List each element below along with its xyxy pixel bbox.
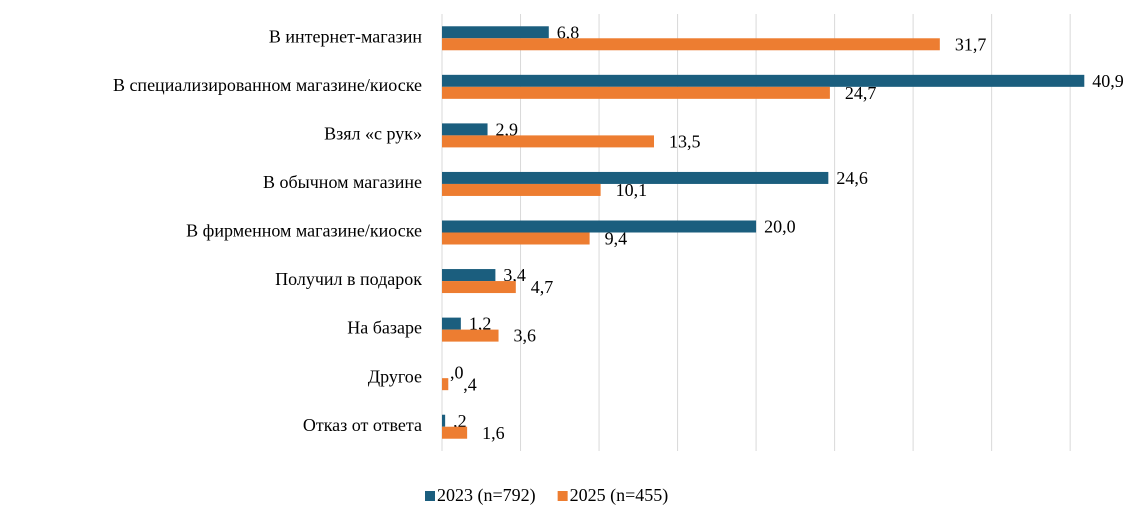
data-label: 9,4 [605, 229, 628, 249]
y-tick-label: Отказ от ответа [303, 415, 422, 435]
bar [442, 378, 449, 391]
bar [442, 281, 516, 294]
data-label: 3,6 [514, 326, 537, 346]
data-label: 3,4 [503, 265, 526, 285]
data-label: 4,7 [531, 277, 554, 297]
bar [442, 171, 829, 184]
bar [442, 414, 446, 427]
bar [442, 86, 830, 99]
bar [442, 220, 757, 233]
legend-swatch [425, 491, 435, 501]
data-label: 10,1 [616, 180, 648, 200]
data-label: 2,9 [496, 120, 518, 140]
data-label: 1,6 [482, 423, 505, 443]
bar [442, 26, 549, 39]
bar [442, 183, 601, 196]
data-label: 40,9 [1092, 71, 1124, 91]
data-label: 6,8 [557, 22, 580, 42]
data-label: 31,7 [955, 34, 987, 54]
y-tick-label: В фирменном магазине/киоске [186, 221, 422, 241]
bar [442, 317, 461, 330]
bar [442, 74, 1085, 87]
data-label: 20,0 [764, 217, 796, 237]
bar [442, 232, 590, 245]
data-label: 24,7 [845, 83, 877, 103]
data-label: ,4 [463, 374, 477, 394]
bar [442, 38, 940, 51]
bar [442, 269, 496, 282]
data-label: ,2 [453, 411, 467, 431]
y-tick-label: В интернет-магазин [269, 26, 422, 46]
y-tick-label: Получил в подарок [275, 269, 422, 289]
y-tick-label: В обычном магазине [263, 172, 422, 192]
y-tick-label: Взял «с рук» [324, 124, 422, 144]
data-label: 13,5 [669, 132, 701, 152]
bar [442, 329, 499, 342]
legend-label: 2025 (n=455) [570, 485, 669, 506]
data-label: ,0 [450, 362, 464, 382]
data-label: 24,6 [836, 168, 868, 188]
legend-label: 2023 (n=792) [437, 485, 536, 506]
bar [442, 123, 488, 136]
bar [442, 135, 655, 148]
y-tick-label: Другое [368, 366, 422, 386]
bar [442, 426, 468, 439]
legend-swatch [557, 491, 568, 501]
data-label: 1,2 [469, 314, 492, 334]
y-tick-label: На базаре [347, 318, 422, 338]
y-tick-label: В специализированном магазине/киоске [113, 75, 422, 95]
